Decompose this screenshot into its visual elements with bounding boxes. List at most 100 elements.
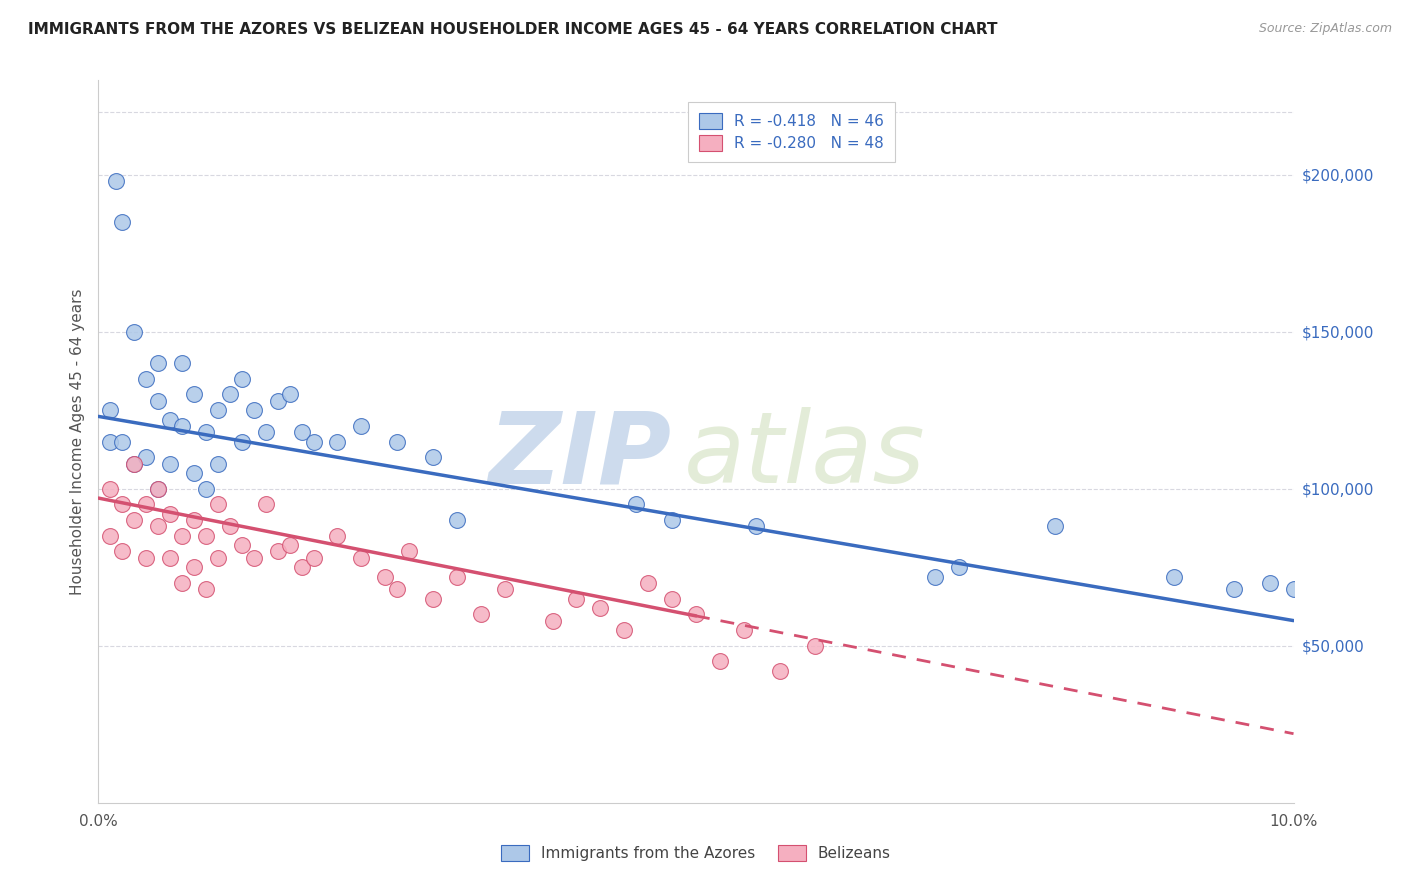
- Point: [302, 550, 325, 565]
- Point: [948, 560, 970, 574]
- Point: [254, 497, 277, 511]
- Point: [111, 434, 134, 449]
- Point: [195, 482, 218, 496]
- Point: [183, 466, 205, 480]
- Point: [1043, 519, 1066, 533]
- Point: [195, 425, 218, 439]
- Point: [350, 550, 373, 565]
- Point: [924, 569, 946, 583]
- Point: [98, 529, 122, 543]
- Point: [637, 575, 659, 590]
- Point: [745, 519, 768, 533]
- Point: [159, 507, 181, 521]
- Point: [172, 529, 194, 543]
- Point: [613, 623, 636, 637]
- Point: [207, 497, 229, 511]
- Point: [254, 425, 277, 439]
- Point: [124, 513, 146, 527]
- Point: [589, 601, 612, 615]
- Point: [172, 418, 194, 433]
- Point: [470, 607, 492, 622]
- Point: [219, 519, 242, 533]
- Point: [494, 582, 516, 597]
- Point: [135, 497, 157, 511]
- Point: [172, 575, 194, 590]
- Point: [111, 214, 134, 228]
- Point: [124, 457, 146, 471]
- Point: [98, 434, 122, 449]
- Point: [267, 393, 290, 408]
- Point: [195, 529, 218, 543]
- Point: [804, 639, 827, 653]
- Point: [183, 560, 205, 574]
- Point: [148, 482, 170, 496]
- Point: [183, 513, 205, 527]
- Point: [183, 387, 205, 401]
- Point: [148, 356, 170, 370]
- Point: [159, 412, 181, 426]
- Point: [446, 513, 468, 527]
- Point: [231, 538, 253, 552]
- Point: [243, 403, 266, 417]
- Point: [135, 450, 157, 465]
- Point: [105, 174, 128, 188]
- Point: [733, 623, 755, 637]
- Point: [98, 482, 122, 496]
- Point: [422, 591, 444, 606]
- Point: [541, 614, 564, 628]
- Point: [148, 482, 170, 496]
- Point: [278, 387, 301, 401]
- Point: [685, 607, 707, 622]
- Point: [374, 569, 396, 583]
- Point: [207, 403, 229, 417]
- Point: [243, 550, 266, 565]
- Legend: R = -0.418   N = 46, R = -0.280   N = 48: R = -0.418 N = 46, R = -0.280 N = 48: [689, 103, 894, 161]
- Point: [385, 582, 409, 597]
- Point: [267, 544, 290, 558]
- Point: [219, 387, 242, 401]
- Point: [135, 372, 157, 386]
- Point: [159, 550, 181, 565]
- Text: IMMIGRANTS FROM THE AZORES VS BELIZEAN HOUSEHOLDER INCOME AGES 45 - 64 YEARS COR: IMMIGRANTS FROM THE AZORES VS BELIZEAN H…: [28, 22, 998, 37]
- Point: [291, 560, 314, 574]
- Y-axis label: Householder Income Ages 45 - 64 years: Householder Income Ages 45 - 64 years: [69, 288, 84, 595]
- Point: [98, 403, 122, 417]
- Point: [195, 582, 218, 597]
- Point: [1282, 582, 1305, 597]
- Point: [326, 529, 349, 543]
- Point: [326, 434, 349, 449]
- Point: [446, 569, 468, 583]
- Point: [565, 591, 588, 606]
- Point: [124, 457, 146, 471]
- Point: [148, 393, 170, 408]
- Point: [661, 591, 683, 606]
- Point: [709, 655, 731, 669]
- Text: ZIP: ZIP: [489, 408, 672, 505]
- Point: [231, 434, 253, 449]
- Point: [422, 450, 444, 465]
- Point: [398, 544, 420, 558]
- Point: [111, 497, 134, 511]
- Point: [124, 325, 146, 339]
- Point: [207, 457, 229, 471]
- Point: [350, 418, 373, 433]
- Point: [1223, 582, 1246, 597]
- Text: Source: ZipAtlas.com: Source: ZipAtlas.com: [1258, 22, 1392, 36]
- Point: [148, 519, 170, 533]
- Point: [111, 544, 134, 558]
- Point: [1258, 575, 1281, 590]
- Point: [291, 425, 314, 439]
- Point: [159, 457, 181, 471]
- Point: [278, 538, 301, 552]
- Point: [231, 372, 253, 386]
- Text: atlas: atlas: [685, 408, 925, 505]
- Point: [385, 434, 409, 449]
- Point: [302, 434, 325, 449]
- Point: [135, 550, 157, 565]
- Point: [769, 664, 792, 678]
- Point: [626, 497, 648, 511]
- Point: [661, 513, 683, 527]
- Point: [1163, 569, 1185, 583]
- Point: [172, 356, 194, 370]
- Point: [207, 550, 229, 565]
